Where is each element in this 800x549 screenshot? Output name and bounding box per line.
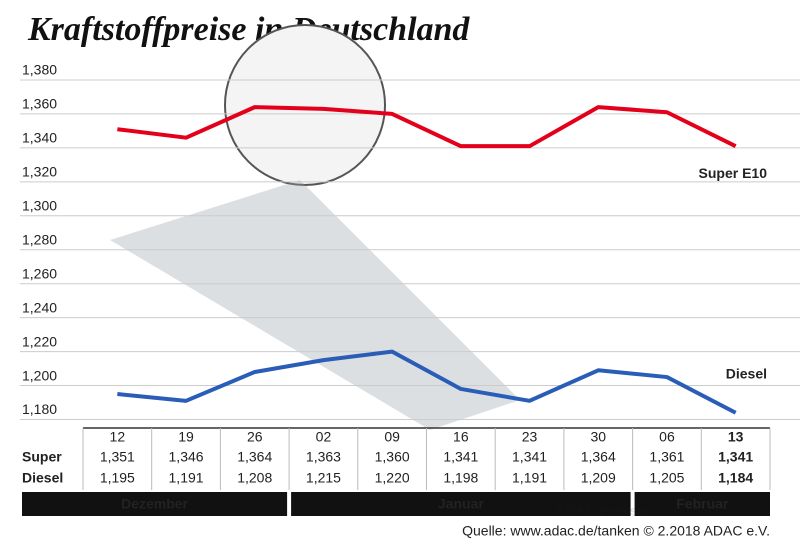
table-row-label: Super [22, 449, 62, 465]
table-row-label: Diesel [22, 470, 63, 486]
x-tick-label: 23 [522, 429, 538, 445]
month-bar [291, 492, 631, 516]
x-tick-label: 26 [247, 429, 263, 445]
table-value: 1,184 [718, 470, 753, 486]
y-tick-label: 1,280 [22, 231, 57, 247]
table-value: 1,205 [649, 470, 684, 486]
table-value: 1,191 [512, 470, 547, 486]
month-label: Januar [438, 496, 484, 512]
y-tick-label: 1,340 [22, 130, 57, 146]
series-line [117, 349, 737, 415]
y-tick-label: 1,320 [22, 164, 57, 180]
table-value: 1,346 [169, 449, 204, 465]
x-tick-label: 12 [110, 429, 126, 445]
table-value: 1,195 [100, 470, 135, 486]
table-value: 1,360 [375, 449, 410, 465]
table-value: 1,363 [306, 449, 341, 465]
y-tick-label: 1,180 [22, 401, 57, 417]
y-tick-label: 1,260 [22, 265, 57, 281]
y-tick-label: 1,200 [22, 367, 57, 383]
table-value: 1,209 [581, 470, 616, 486]
x-tick-label: 19 [178, 429, 194, 445]
table-value: 1,215 [306, 470, 341, 486]
table-value: 1,341 [512, 449, 547, 465]
y-tick-label: 1,380 [22, 62, 57, 78]
month-label: Februar [676, 496, 729, 512]
x-tick-label: 13 [728, 429, 744, 445]
y-tick-label: 1,360 [22, 96, 57, 112]
legend-label: Diesel [726, 365, 767, 381]
month-bar [634, 492, 770, 516]
chart-title: Kraftstoffpreise in Deutschland [27, 11, 470, 48]
month-bar [22, 492, 288, 516]
legend-label: Super E10 [699, 165, 768, 181]
x-tick-label: 02 [316, 429, 332, 445]
x-tick-label: 09 [384, 429, 400, 445]
table-value: 1,364 [581, 449, 616, 465]
source: Quelle: www.adac.de/tanken © 2.2018 ADAC… [462, 523, 770, 539]
month-label: Dezember [121, 496, 188, 512]
x-tick-label: 06 [659, 429, 675, 445]
table-value: 1,341 [718, 449, 753, 465]
table-value: 1,191 [169, 470, 204, 486]
table-value: 1,220 [375, 470, 410, 486]
x-tick-label: 16 [453, 429, 469, 445]
watermark: ADAC Presse [555, 503, 645, 519]
y-tick-label: 1,220 [22, 333, 57, 349]
y-tick-label: 1,240 [22, 299, 57, 315]
table-value: 1,208 [237, 470, 272, 486]
x-tick-label: 30 [590, 429, 606, 445]
y-tick-label: 1,300 [22, 197, 57, 213]
table-value: 1,198 [443, 470, 478, 486]
table-value: 1,361 [649, 449, 684, 465]
decor-cap [224, 24, 386, 186]
table-value: 1,364 [237, 449, 272, 465]
table-value: 1,351 [100, 449, 135, 465]
table-value: 1,341 [443, 449, 478, 465]
series-line [117, 105, 737, 149]
